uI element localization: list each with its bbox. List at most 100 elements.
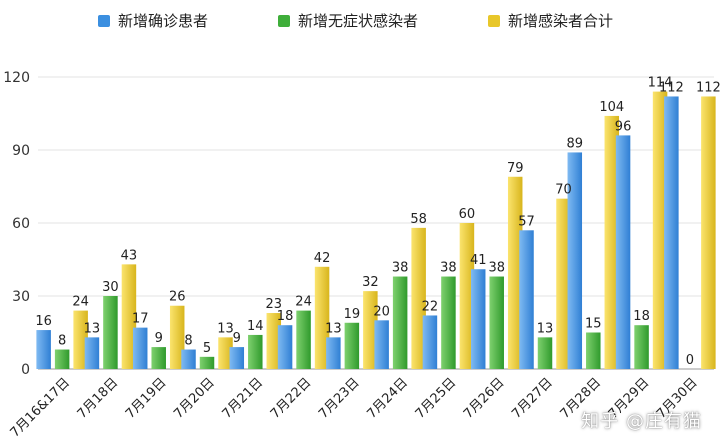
bar (121, 264, 137, 369)
y-tick-label: 90 (12, 143, 30, 159)
bar (664, 96, 679, 369)
data-label: 104 (599, 100, 624, 115)
data-label: 13 (84, 321, 101, 336)
data-label: 112 (659, 80, 684, 95)
data-label: 41 (470, 253, 487, 268)
y-tick-label: 30 (12, 289, 30, 305)
data-label: 18 (633, 309, 650, 324)
y-axis: 0 30 60 90 120 (3, 70, 30, 378)
bar (344, 322, 360, 369)
bar (489, 276, 504, 369)
bar (615, 135, 631, 369)
data-label: 112 (696, 80, 720, 95)
x-tick-label: 7月23日 (316, 375, 363, 422)
data-label: 96 (615, 119, 632, 134)
data-label: 13 (217, 321, 234, 336)
data-label: 30 (102, 280, 119, 295)
y-tick-label: 60 (12, 216, 30, 232)
x-tick-label: 7月20日 (171, 375, 218, 422)
bar (248, 334, 263, 369)
bar (459, 223, 475, 369)
bar (36, 330, 51, 369)
bar (151, 347, 166, 369)
data-label: 22 (422, 299, 439, 314)
x-tick-label: 7月22日 (268, 375, 315, 422)
data-label: 24 (72, 295, 89, 310)
x-tick-label: 7月27日 (509, 375, 556, 422)
bar (363, 291, 378, 369)
bar (411, 227, 426, 369)
data-label: 19 (344, 307, 361, 322)
bar (422, 315, 438, 369)
data-label: 0 (686, 353, 694, 368)
grid-lines (38, 76, 714, 370)
data-label: 16 (35, 314, 52, 329)
bar (229, 347, 245, 369)
x-tick-label: 7月24日 (364, 375, 411, 422)
legend-item-confirmed: 新增确诊患者 (98, 10, 208, 31)
legend-item-total: 新增感染者合计 (488, 10, 613, 31)
data-label: 57 (518, 214, 535, 229)
data-label: 38 (440, 261, 457, 276)
bar (103, 296, 118, 369)
x-tick-label: 7月21日 (220, 375, 267, 422)
data-label: 9 (155, 331, 163, 346)
bar (567, 152, 583, 369)
bar (266, 313, 282, 369)
y-tick-label: 120 (3, 70, 30, 86)
bar (374, 320, 389, 369)
bar (199, 356, 215, 369)
bar (392, 276, 408, 369)
bar (132, 327, 148, 369)
data-label: 17 (132, 312, 149, 327)
bar (652, 91, 668, 369)
data-label: 42 (314, 251, 331, 266)
bar (701, 96, 716, 369)
data-label: 26 (169, 290, 186, 305)
watermark: 知乎 @庄有猫 (581, 411, 702, 432)
legend-label-confirmed: 新增确诊患者 (118, 12, 209, 30)
data-label: 60 (459, 207, 476, 222)
data-label: 9 (233, 331, 241, 346)
bar (181, 349, 196, 369)
data-label: 114 (648, 76, 673, 91)
x-tick-label: 7月25日 (413, 375, 460, 422)
bar (169, 305, 185, 369)
legend: 新增确诊患者 新增无症状感染者 新增感染者合计 (0, 6, 720, 32)
bar (586, 332, 601, 369)
bar (519, 230, 534, 369)
bar (470, 269, 486, 369)
data-label: 58 (410, 212, 427, 227)
bar (507, 176, 523, 369)
bar (634, 325, 649, 369)
data-label: 70 (555, 183, 572, 198)
data-label: 13 (325, 321, 342, 336)
data-label: 18 (277, 309, 294, 324)
legend-swatch-total (488, 14, 500, 27)
data-label: 15 (585, 317, 602, 332)
legend-item-asymptomatic: 新增无症状感染者 (278, 10, 418, 31)
bar (84, 337, 100, 369)
data-label: 8 (58, 334, 66, 349)
bar (73, 310, 88, 369)
bar (277, 325, 293, 369)
data-label: 89 (567, 136, 584, 151)
data-label: 43 (121, 248, 138, 263)
bar (604, 115, 620, 369)
x-tick-label: 7月18日 (75, 375, 122, 422)
bar (537, 337, 553, 369)
data-label: 8 (184, 334, 192, 349)
bar (556, 198, 571, 369)
x-tick-label: 7月26日 (461, 375, 508, 422)
legend-swatch-asymptomatic (278, 14, 290, 27)
data-label: 79 (507, 161, 524, 176)
legend-swatch-confirmed (98, 14, 110, 27)
data-label: 13 (537, 321, 554, 336)
x-tick-label: 7月19日 (123, 375, 170, 422)
bar (314, 266, 330, 369)
data-label: 38 (488, 261, 505, 276)
y-tick-label: 0 (21, 362, 30, 378)
data-label: 32 (362, 275, 379, 290)
